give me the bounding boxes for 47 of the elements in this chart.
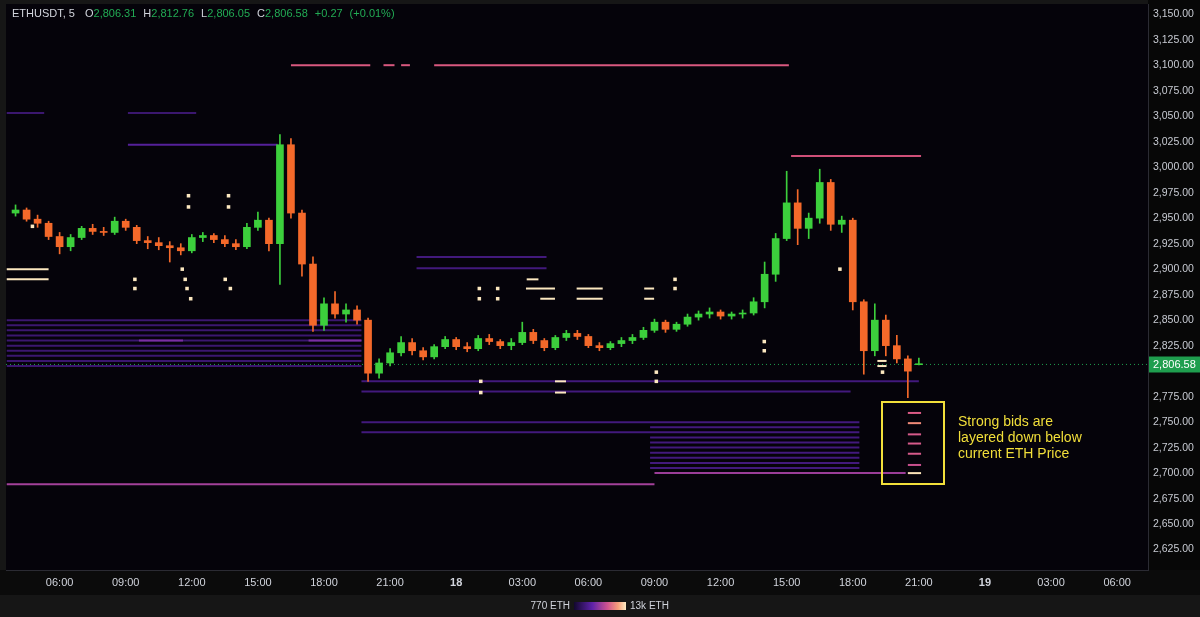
x-tick-label: 18:00 (310, 575, 338, 588)
text: 770 ETH (530, 599, 570, 611)
y-tick-label: 2,825.00 (1153, 338, 1195, 351)
y-tick-label: 2,775.00 (1153, 389, 1195, 402)
candlestick (143, 236, 152, 250)
text: O2,806.31 H2,812.76 L2,806.05 C2,806.58 +0.27 (+0.01%) (84, 7, 395, 19)
x-tick-label: 09:00 (111, 575, 140, 588)
y-tick-label: 2,725.00 (1153, 440, 1195, 453)
x-tick-label: 06:00 (1103, 575, 1131, 588)
y-tick-label: 3,050.00 (1153, 109, 1195, 122)
y-tick-label: 3,000.00 (1153, 160, 1195, 173)
y-tick-label: 2,650.00 (1153, 517, 1195, 529)
ref-line-label: 2,806.58 (1153, 357, 1196, 370)
y-tick-label: 2,700.00 (1153, 466, 1195, 479)
x-tick-label: 21:00 (376, 575, 404, 588)
x-tick-label: 18:00 (839, 575, 867, 588)
chart-title: ETHUSDT, 5 (12, 7, 75, 19)
x-tick-label: 06:00 (45, 575, 74, 588)
y-tick-label: 2,900.00 (1153, 262, 1195, 275)
x-tick-label: 21:00 (905, 575, 933, 588)
text: 13k ETH (630, 599, 669, 611)
y-tick-label: 3,025.00 (1153, 134, 1195, 147)
x-tick-label: 15:00 (244, 575, 272, 588)
candlestick (165, 241, 174, 263)
y-tick-label: 2,750.00 (1153, 415, 1195, 428)
y-tick-label: 2,925.00 (1153, 236, 1195, 249)
y-tick-label: 2,875.00 (1153, 287, 1195, 300)
y-tick-label: 2,975.00 (1153, 185, 1195, 198)
y-tick-label: 3,150.00 (1153, 7, 1195, 20)
x-tick-label: 12:00 (178, 575, 206, 588)
candlestick (99, 227, 108, 236)
x-tick-label: 15:00 (772, 575, 801, 588)
x-tick-label: 18 (450, 575, 463, 588)
x-tick-label: 12:00 (706, 575, 735, 588)
annotation: Strong bids are layered down below current ETH Price (958, 413, 1083, 461)
x-tick-label: 19 (978, 575, 992, 588)
y-tick-label: 3,075.00 (1153, 83, 1195, 96)
x-tick-label: 03:00 (508, 575, 537, 588)
y-tick-label: 2,950.00 (1153, 211, 1195, 224)
y-tick-label: 2,850.00 (1153, 313, 1195, 326)
y-tick-label: 3,125.00 (1153, 32, 1195, 45)
x-tick-label: 06:00 (574, 575, 603, 588)
y-tick-label: 2,675.00 (1153, 491, 1195, 504)
x-tick-label: 03:00 (1037, 575, 1065, 588)
y-tick-label: 2,625.00 (1153, 542, 1195, 555)
x-tick-label: 09:00 (640, 575, 669, 588)
y-tick-label: 3,100.00 (1153, 58, 1195, 71)
